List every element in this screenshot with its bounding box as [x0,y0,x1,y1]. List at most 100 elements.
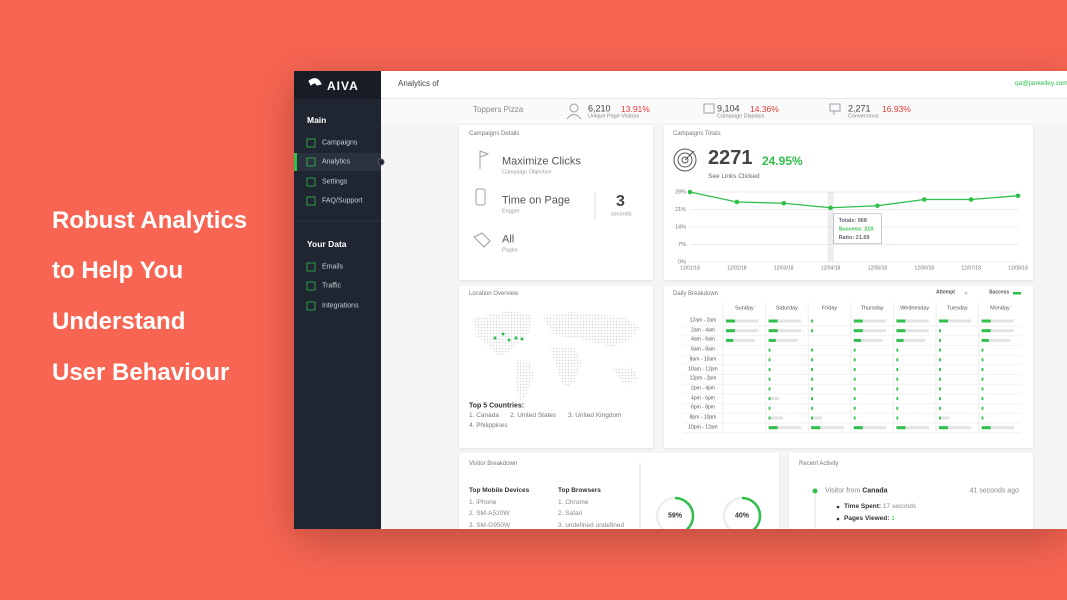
country: 3. United Kingdom [568,411,622,419]
total: 2271 [708,147,753,169]
success-bar [896,338,904,342]
nav-item[interactable]: Settings [322,178,348,186]
map-marker [520,337,524,341]
success-bar [939,406,941,410]
bullet [836,517,840,521]
hero-line: Robust Analytics [52,207,248,234]
nav-item[interactable]: Campaigns [322,139,358,147]
card-title: Location Overview [469,291,519,297]
detail-label: Time Spent: [844,502,882,510]
campaign-chart: 0% 7% 14% 21% 28% 12/01/18 12/02/18 12/03/18 12/… [675,189,1028,271]
dashboard-graphics: 0% 7% 14% 21% 28% 12/01/18 12/02/18 12/03/18 12/… [294,78,1028,529]
attempt-bar [768,426,801,430]
stat-value: 9,104 [717,103,740,114]
visitor-prefix: Visitor from [825,487,861,495]
attempt-bar [939,426,972,430]
nav-item[interactable]: Integrations [322,302,359,310]
success-bar [939,416,941,420]
success-bar [981,358,984,362]
success-bar [853,329,863,333]
nav-icon [306,138,316,148]
timeline-dot [812,488,818,494]
hero-line: Understand [52,308,186,335]
point [921,197,927,202]
stat-change: 13.91% [621,103,650,114]
legend-label: Attempt [936,289,955,296]
attempt-bar [853,338,883,342]
time-label: 6pm - 8pm [691,404,715,411]
attempt-bar [726,319,759,323]
attempt-bar [768,319,801,323]
trigger-label: Engger [502,208,520,215]
donut-label: 40% [734,512,750,520]
day-label: Friday [821,305,838,312]
pages: All [502,233,515,246]
attempt-bar [981,426,1014,430]
donut-label: 59% [667,512,683,520]
success-bar [896,387,899,391]
rate: 24.95% [762,154,803,168]
success-bar [939,426,948,430]
nav-icon [306,157,316,167]
user-email: qa@jankelley.com [1015,79,1067,87]
time-label: 6am - 8am [691,346,715,353]
success-bar [768,387,771,391]
detail-label: Pages Viewed: [844,514,890,522]
client-name: Toppers Pizza [473,105,524,114]
line [689,191,1019,209]
success-bar [981,397,984,401]
tooltip-line: Ratio: 21.69 [839,235,870,241]
nav-item[interactable]: Traffic [322,282,342,290]
point [875,203,880,209]
time-label: 12am - 2am [689,317,717,324]
time-label: 4pm - 6pm [691,395,715,402]
success-bar [896,348,899,352]
duration: 3 [616,193,625,210]
nav-item[interactable]: Analytics [322,158,351,166]
success-bar [853,377,856,381]
success-bar [981,377,984,381]
success-bar [896,406,899,410]
success-bar [768,329,778,333]
browser: 3. undefined undefined [558,521,625,529]
success-bar [811,426,821,430]
success-bar [853,416,856,420]
browser: 2. Safari [558,510,583,518]
success-bar [896,397,899,401]
attempt-bar [726,329,759,333]
success-bar [811,358,813,362]
card-title: Daily Breakdown [673,291,719,297]
country: 2. United States [510,411,557,419]
tooltip [833,213,882,245]
card-title: Visitor Breakdown [469,461,518,467]
day-label: Thursday [860,305,884,312]
stats-bar [381,99,1067,123]
x-tick-label: 12/02/18 [727,265,747,271]
nav-item[interactable]: Emails [322,263,344,271]
point [1015,193,1021,199]
day-label: Monday [990,305,1010,312]
device: 3. SM-G950W [469,521,511,529]
y-tick-label: 7% [678,242,686,248]
device: 1. iPhone [469,498,497,506]
stat-label: Conversions [848,113,879,120]
card-visitors [459,453,779,529]
nav-item[interactable]: FAQ/Support [322,197,363,205]
attempt-bar [981,338,1011,342]
success-bar [853,368,856,371]
attempt-bar [939,319,972,323]
hero-line: User Behaviour [52,359,230,386]
detail-value: 1 [891,514,895,522]
dashboard-window: 0% 7% 14% 21% 28% 12/01/18 12/02/18 12/03/18 12/… [294,71,1067,529]
time-label: 10pm - 12am [688,424,718,431]
success-bar [768,397,771,401]
detail-row: Pages Viewed: 1 [844,514,895,523]
nav-icon [306,177,316,187]
detail-value: 17 seconds [882,502,917,510]
activity-time: 41 seconds ago [969,487,1019,495]
duration-unit: seconds [611,211,632,218]
x-tick-label: 12/03/18 [774,265,794,271]
see-link[interactable]: See Links Clicked [708,172,760,180]
donut-arc [655,496,695,529]
